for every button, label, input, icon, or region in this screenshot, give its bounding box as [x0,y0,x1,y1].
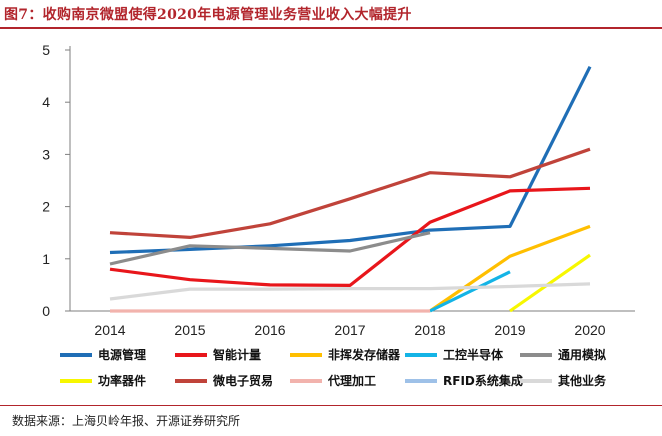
legend-label: 功率器件 [98,373,146,388]
data-source-note: 数据来源：上海贝岭年报、开源证券研究所 [12,414,241,428]
figure-title: 图7：收购南京微盟使得2020年电源管理业务营业收入大幅提升 [4,7,412,23]
chart-series [109,65,592,313]
series-line-5 [109,231,431,266]
title-divider [0,27,662,29]
legend-label: 通用模拟 [558,347,606,362]
series-line-1 [109,65,592,255]
legend-label: RFID系统集成 [443,373,523,388]
x-tick-label: 2014 [94,322,125,338]
x-tick-label: 2019 [494,322,525,338]
x-tick-label: 2016 [254,322,285,338]
chart-axes: 0 1 2 3 4 5 2014 2015 2016 2017 2018 2019 2020 [42,42,635,338]
y-tick-label: 1 [42,251,50,267]
legend-label: 非挥发存储器 [328,347,401,362]
line-chart: 0 1 2 3 4 5 2014 2015 2016 2017 2018 2019 2020 电源管理 智… [42,42,635,388]
legend-label: 代理加工 [327,373,376,388]
series-line-10 [109,282,591,301]
y-tick-label: 5 [42,42,50,58]
legend-label: 智能计量 [212,347,261,362]
x-tick-label: 2020 [574,322,605,338]
y-tick-label: 3 [42,146,50,162]
legend-label: 工控半导体 [443,347,504,362]
source-divider [0,405,662,406]
series-line-2 [109,186,591,287]
legend-label: 其他业务 [558,373,607,388]
y-tick-label: 0 [42,303,50,319]
x-tick-label: 2018 [414,322,445,338]
x-tick-label: 2015 [174,322,205,338]
series-line-3 [429,224,591,313]
series-line-4 [429,270,511,313]
legend-label: 微电子贸易 [212,373,273,388]
series-line-6 [509,253,591,313]
x-tick-label: 2017 [334,322,365,338]
legend-label: 电源管理 [98,347,146,362]
y-tick-label: 2 [42,199,50,215]
y-tick-label: 4 [42,94,50,110]
series-line-7 [109,147,591,239]
